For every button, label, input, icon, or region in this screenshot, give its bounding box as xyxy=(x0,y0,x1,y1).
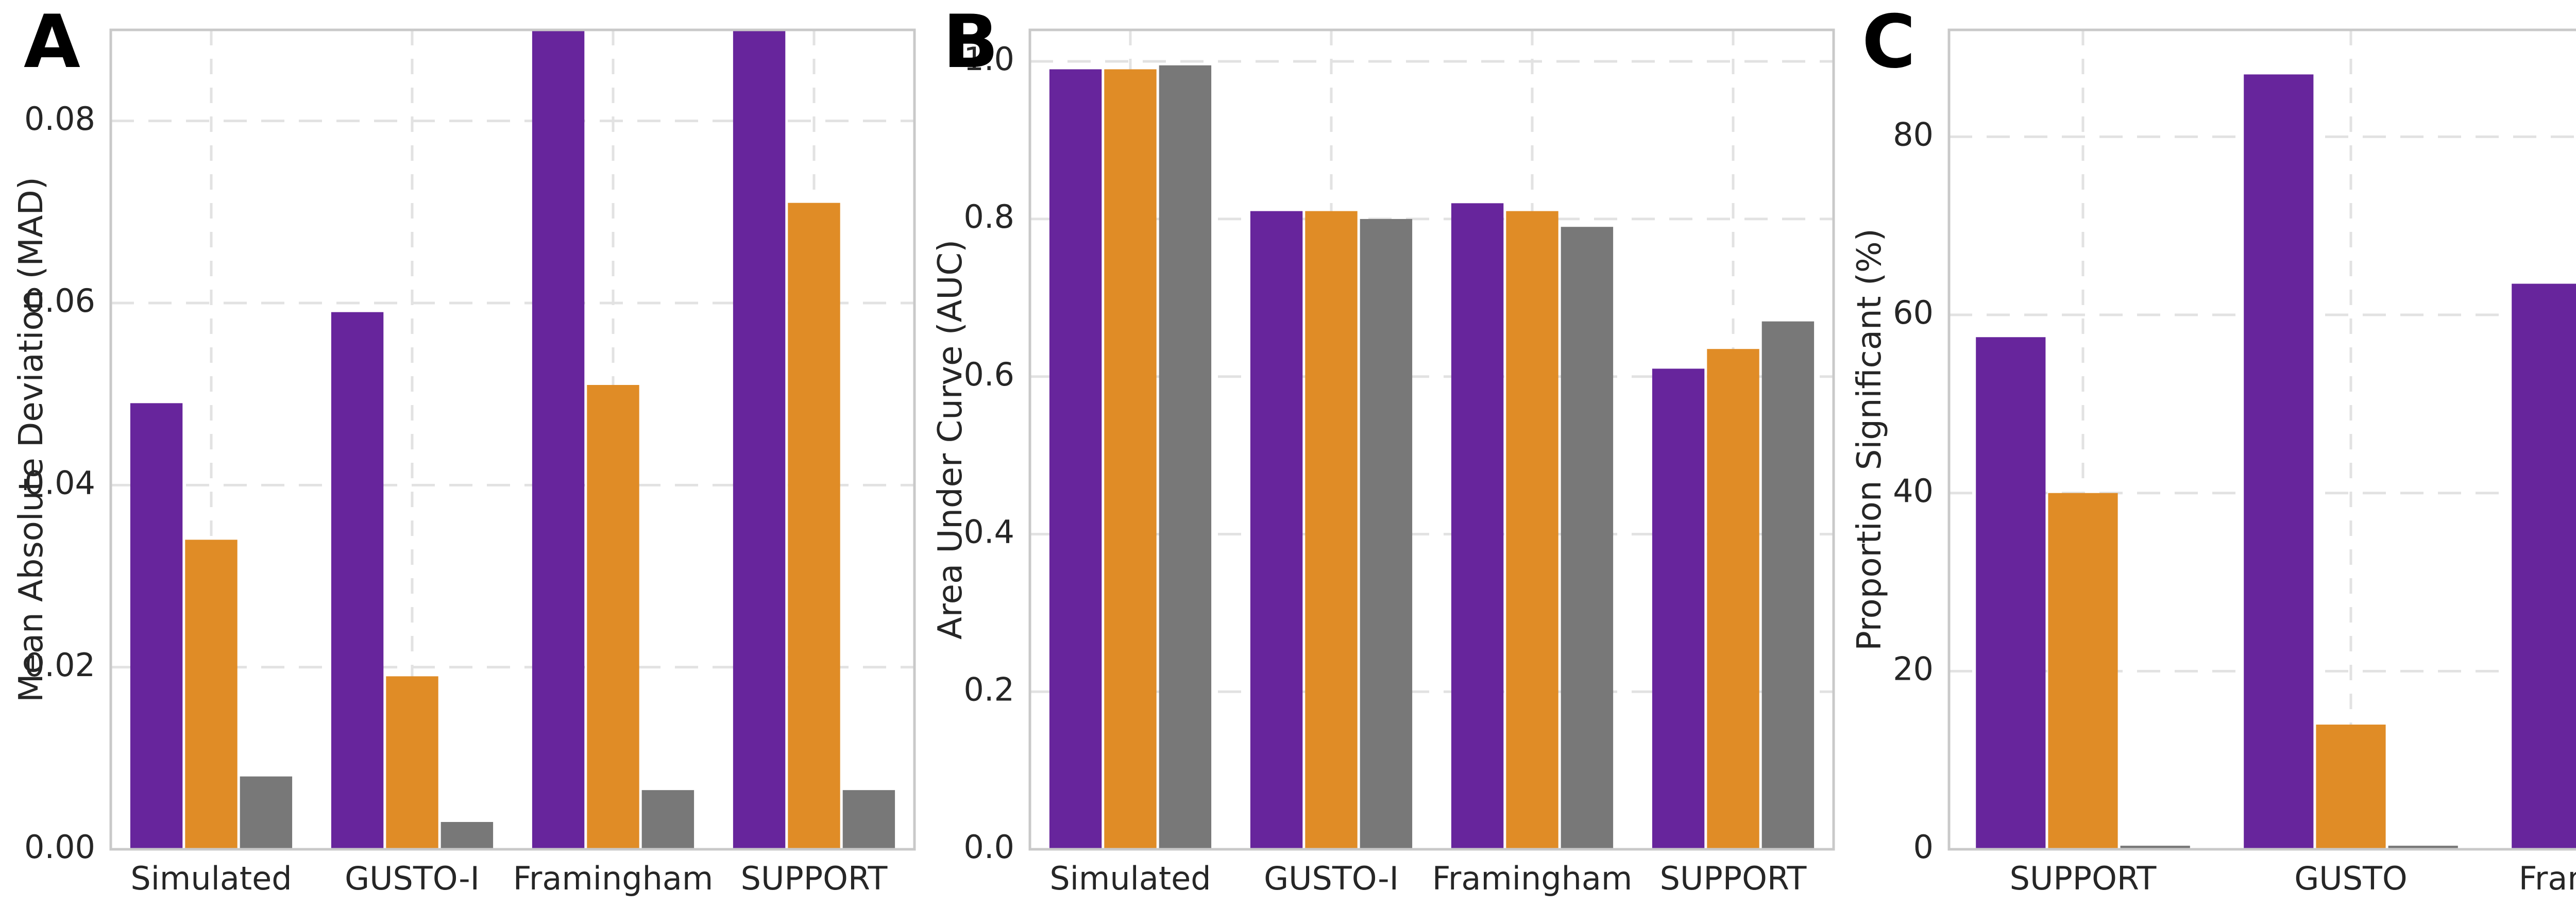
x-category-label-A: GUSTO-I xyxy=(345,860,480,897)
x-category-label-C: GUSTO xyxy=(2294,860,2407,897)
bar-A-GUSTO-I-orange xyxy=(386,676,438,849)
chart-a-mad-barchart: 0.00 0.02 0.04 0.06 0.08 Simulated GUSTO-I Fram… xyxy=(12,28,916,897)
x-category-label-C: Framingham xyxy=(2519,860,2576,897)
bar-B-Simulated-purple xyxy=(1049,69,1102,850)
bar-C-SUPPORT-purple xyxy=(1976,337,2046,849)
bar-A-Framingham-gray xyxy=(641,790,694,849)
bar-B-SUPPORT-orange xyxy=(1707,349,1759,849)
bar-A-Framingham-purple xyxy=(532,30,585,849)
bar-B-GUSTO-I-gray xyxy=(1360,219,1413,849)
y-tick-label-C: 20 xyxy=(1893,650,1934,687)
y-tick-label-C: 80 xyxy=(1893,115,1934,153)
y-tick-label-B: 0.8 xyxy=(963,198,1014,236)
x-category-label-C: SUPPORT xyxy=(2010,860,2157,897)
plot-border-A xyxy=(109,28,916,851)
y-tick-label-A: 0.06 xyxy=(24,282,95,320)
y-axis-title-A: Mean Absolute Deviation (MAD) xyxy=(12,177,50,702)
x-category-label-A: Simulated xyxy=(130,860,292,897)
bar-B-SUPPORT-gray xyxy=(1761,321,1815,849)
x-category-label-B: GUSTO-I xyxy=(1264,860,1399,897)
bar-C-Framingham-purple xyxy=(2512,283,2576,849)
bar-B-Framingham-orange xyxy=(1506,211,1558,849)
y-tick-label-B: 0.2 xyxy=(963,670,1014,708)
bar-B-Framingham-gray xyxy=(1561,227,1614,849)
bar-B-GUSTO-I-orange xyxy=(1305,211,1358,849)
bar-A-SUPPORT-gray xyxy=(842,790,895,849)
bar-A-GUSTO-I-purple xyxy=(331,312,384,849)
x-category-label-B: Framingham xyxy=(1432,860,1633,897)
panel-a: A 0.00 0.02 0.04 0.06 0.08 Simulated GUSTO-I Fr… xyxy=(0,0,919,907)
y-tick-label-B: 0.0 xyxy=(963,828,1014,866)
panel-b: B 0.0 0.2 0.4 0.6 0.8 1.0 Simulated GUSTO-I Fram… xyxy=(919,0,1838,907)
x-category-label-B: SUPPORT xyxy=(1660,860,1807,897)
y-axis-title-B: Area Under Curve (AUC) xyxy=(931,240,970,640)
bar-C-GUSTO-orange xyxy=(2316,725,2386,849)
bar-B-Simulated-orange xyxy=(1104,69,1157,850)
y-axis-title-C: Proportion Significant (%) xyxy=(1851,228,1889,650)
y-tick-label-B: 1.0 xyxy=(963,40,1014,78)
plot-border-B xyxy=(1028,28,1835,851)
y-tick-label-C: 0 xyxy=(1913,828,1934,866)
y-tick-label-A: 0.00 xyxy=(24,828,95,866)
x-category-label-A: SUPPORT xyxy=(741,860,888,897)
chart-c-proportion-barchart: 0 20 40 60 80 SUPPORT GUSTO Framingham Proportio… xyxy=(1851,28,2576,897)
bar-A-Simulated-purple xyxy=(130,403,183,849)
bar-A-SUPPORT-orange xyxy=(788,203,840,850)
panel-a-letter: A xyxy=(24,0,80,85)
bar-B-SUPPORT-purple xyxy=(1652,368,1705,849)
y-tick-label-B: 0.6 xyxy=(963,356,1014,393)
chart-b-auc-barchart: 0.0 0.2 0.4 0.6 0.8 1.0 Simulated GUSTO-I Framin… xyxy=(931,28,1835,897)
bar-C-SUPPORT-gray xyxy=(2120,846,2190,849)
bar-B-Simulated-gray xyxy=(1159,65,1212,849)
bar-A-GUSTO-I-gray xyxy=(440,822,494,849)
bar-A-Framingham-orange xyxy=(587,385,639,849)
bar-B-GUSTO-I-purple xyxy=(1250,211,1303,849)
y-tick-label-C: 40 xyxy=(1893,472,1934,510)
bar-A-Simulated-orange xyxy=(185,540,238,849)
bar-C-GUSTO-purple xyxy=(2244,74,2314,849)
bar-A-Simulated-gray xyxy=(240,776,293,849)
bar-B-Framingham-purple xyxy=(1451,203,1504,849)
y-tick-label-C: 60 xyxy=(1893,294,1934,331)
y-tick-label-A: 0.02 xyxy=(24,646,95,684)
bar-C-GUSTO-gray xyxy=(2388,846,2458,849)
x-category-label-A: Framingham xyxy=(513,860,714,897)
panel-b-letter: B xyxy=(943,0,999,85)
x-category-label-B: Simulated xyxy=(1049,860,1211,897)
bar-C-SUPPORT-orange xyxy=(2048,493,2118,849)
panel-c: C 0 20 40 60 80 SUPPORT GUSTO Framingham Proport… xyxy=(1838,0,2576,907)
bar-A-SUPPORT-purple xyxy=(733,30,786,849)
y-tick-label-A: 0.08 xyxy=(24,100,95,138)
panel-c-letter: C xyxy=(1862,0,1916,85)
y-tick-label-B: 0.4 xyxy=(963,513,1014,551)
plot-border-C xyxy=(1947,28,2576,851)
y-tick-label-A: 0.04 xyxy=(24,464,95,501)
